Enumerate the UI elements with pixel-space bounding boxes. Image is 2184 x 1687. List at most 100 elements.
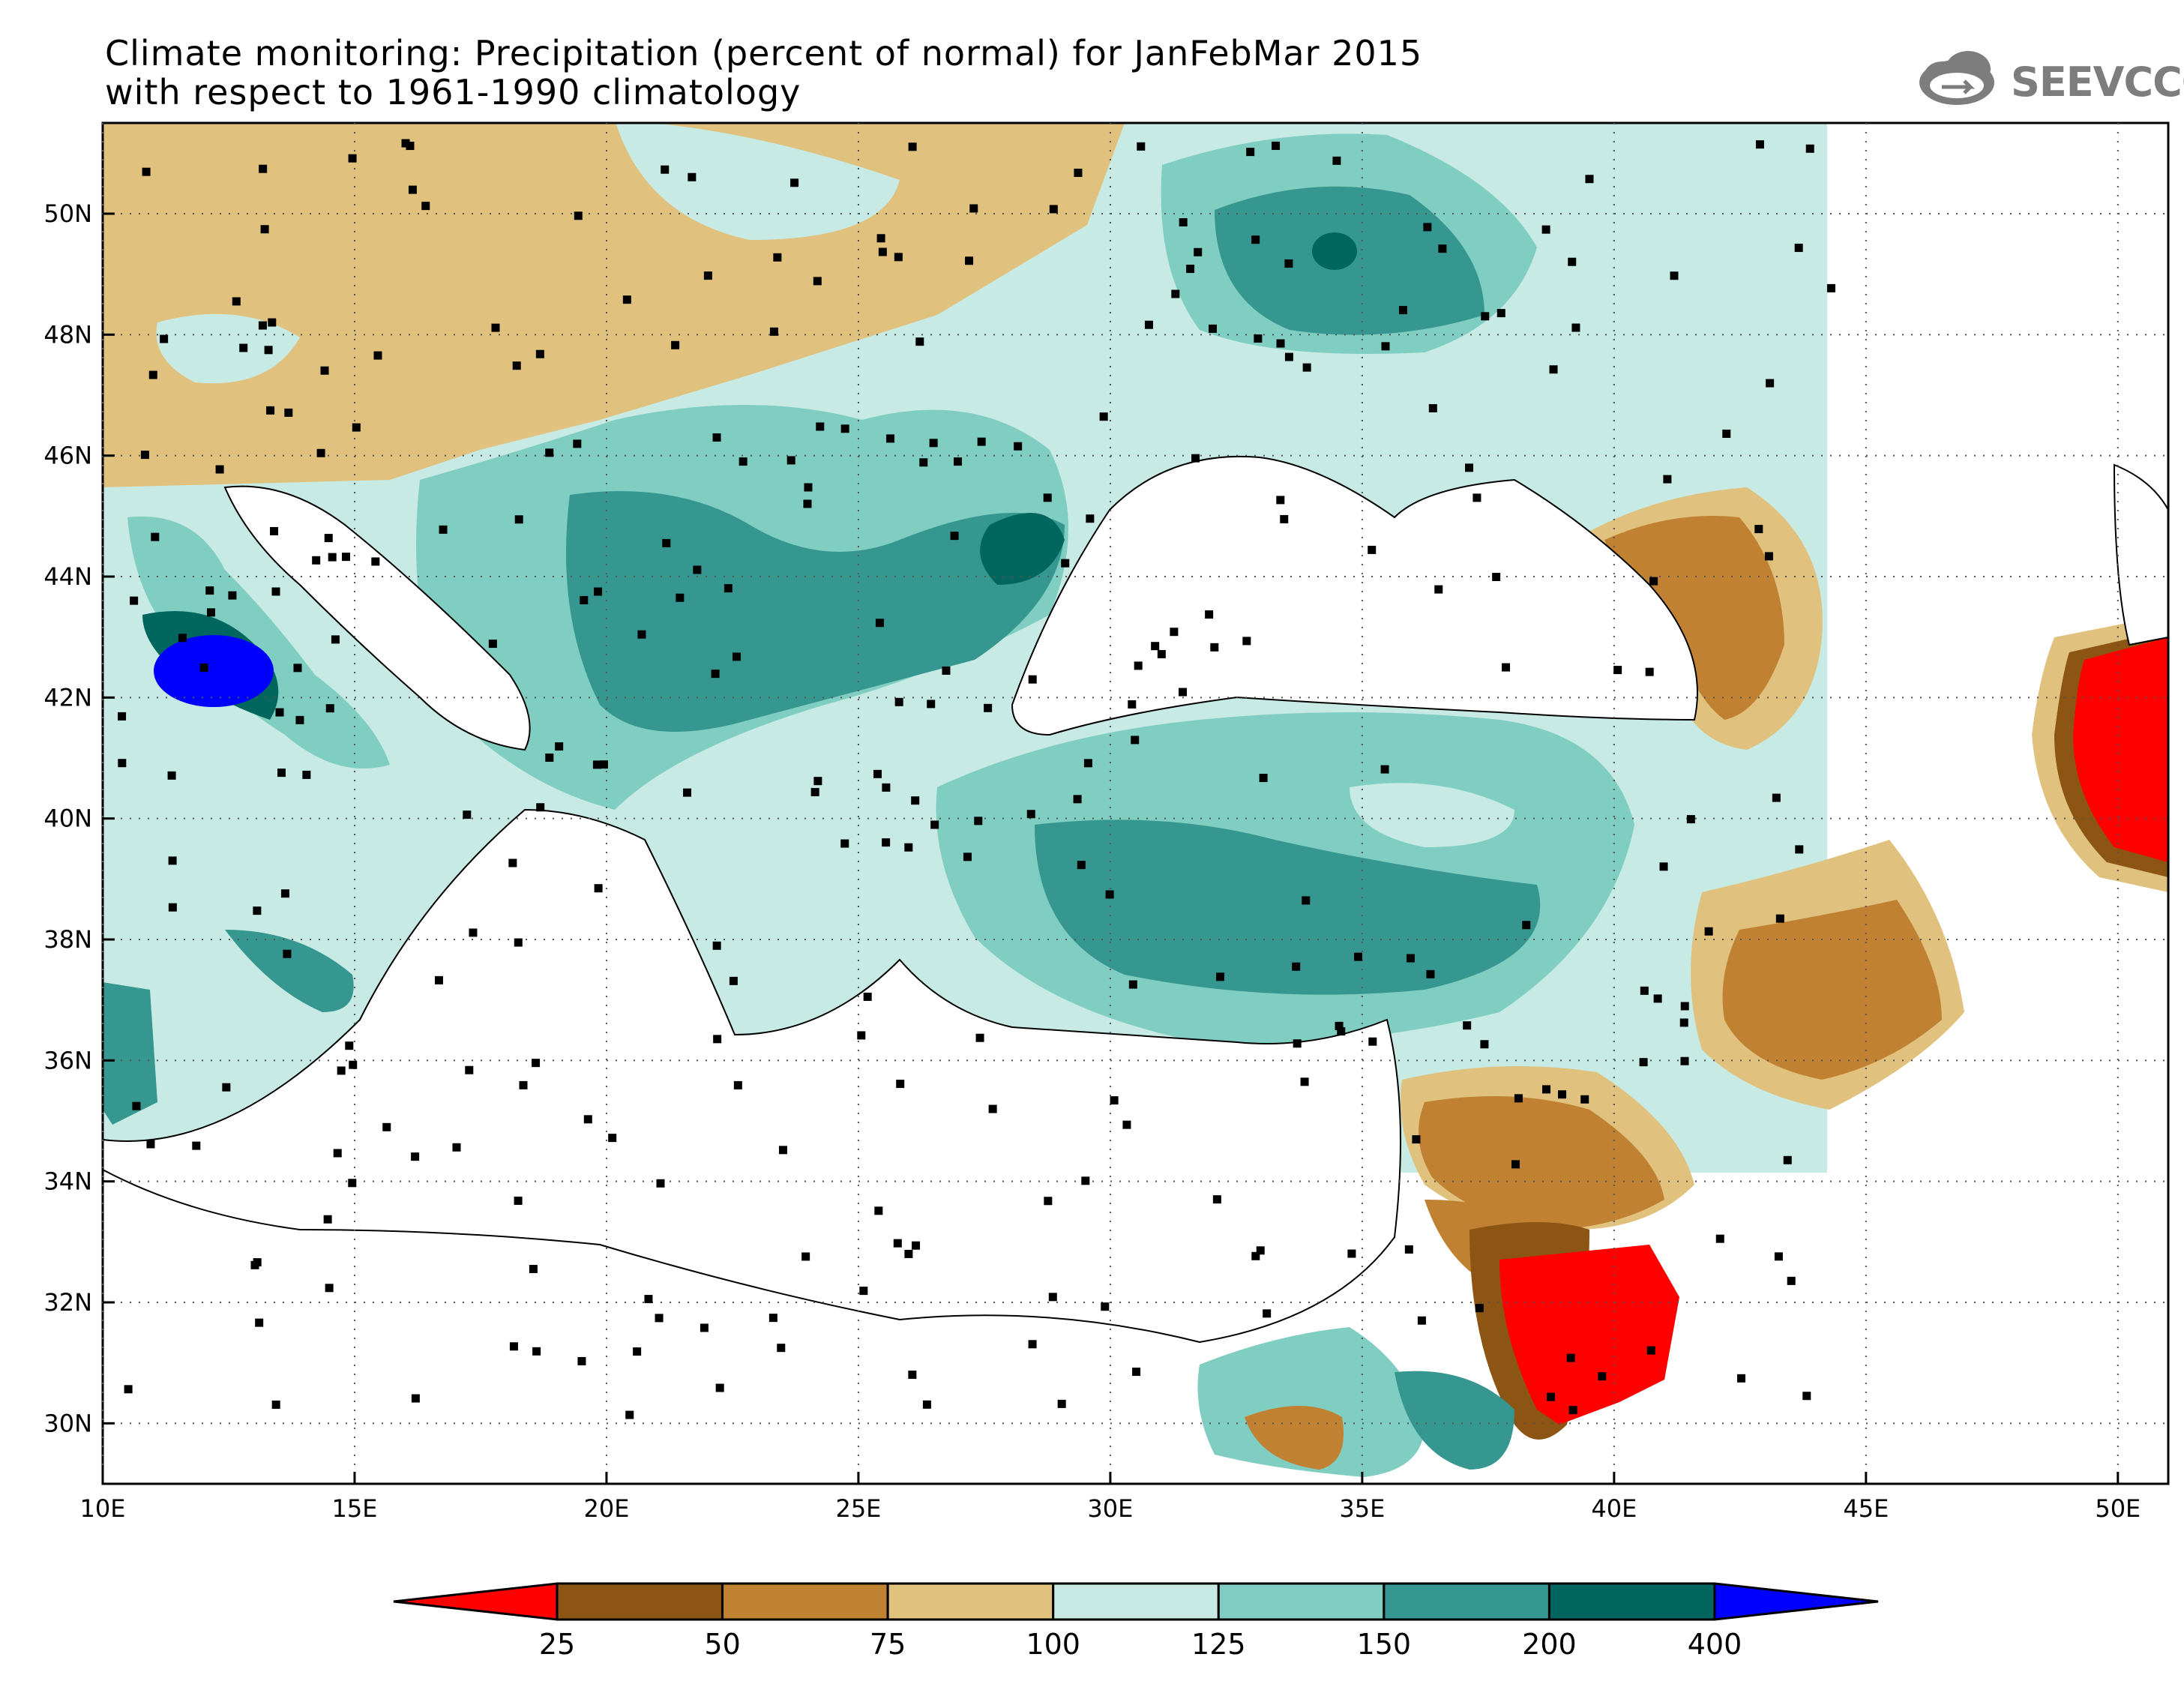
caspian-sea bbox=[2113, 463, 2169, 646]
station-marker bbox=[555, 742, 564, 751]
station-marker bbox=[529, 1265, 538, 1274]
lat-tick-label: 34N bbox=[43, 1167, 92, 1196]
station-marker bbox=[406, 142, 415, 151]
station-marker bbox=[954, 457, 963, 466]
station-marker bbox=[268, 318, 277, 327]
station-marker bbox=[284, 408, 293, 417]
station-marker bbox=[1210, 643, 1219, 652]
station-marker bbox=[1438, 244, 1447, 253]
grid-lines bbox=[102, 123, 2168, 1484]
plot-frame bbox=[101, 121, 2170, 1485]
lat-tick-label: 46N bbox=[43, 442, 92, 470]
station-marker bbox=[1337, 1027, 1346, 1036]
station-marker bbox=[768, 1314, 777, 1323]
station-marker bbox=[1137, 142, 1146, 151]
station-marker bbox=[573, 439, 582, 448]
colorbar-label: 125 bbox=[1191, 1628, 1246, 1661]
station-marker bbox=[886, 434, 895, 443]
map-title: Climate monitoring: Precipitation (perce… bbox=[105, 33, 1423, 73]
station-marker bbox=[773, 253, 782, 262]
station-marker bbox=[1481, 312, 1490, 321]
station-marker bbox=[1263, 1309, 1272, 1318]
station-marker bbox=[1194, 247, 1203, 256]
station-marker bbox=[803, 499, 812, 508]
station-marker bbox=[1368, 545, 1377, 554]
station-marker bbox=[536, 803, 545, 812]
station-marker bbox=[974, 817, 983, 826]
station-marker bbox=[908, 1371, 917, 1380]
station-marker bbox=[700, 1323, 709, 1332]
station-marker bbox=[545, 448, 554, 457]
station-marker bbox=[977, 437, 986, 446]
station-marker bbox=[1646, 1346, 1655, 1355]
station-marker bbox=[469, 928, 478, 937]
station-marker bbox=[863, 992, 872, 1001]
station-marker bbox=[508, 858, 517, 867]
station-marker bbox=[1049, 205, 1058, 214]
station-marker bbox=[1151, 642, 1160, 651]
colorbar-segment bbox=[1383, 1582, 1550, 1621]
station-marker bbox=[258, 321, 267, 330]
station-marker bbox=[132, 1101, 141, 1110]
station-marker bbox=[341, 553, 350, 562]
station-marker bbox=[1256, 1246, 1265, 1255]
station-marker bbox=[1480, 1040, 1489, 1049]
station-marker bbox=[168, 903, 177, 912]
station-marker bbox=[929, 439, 938, 448]
station-marker bbox=[1101, 1302, 1110, 1311]
station-marker bbox=[373, 351, 382, 360]
station-marker bbox=[302, 770, 311, 779]
station-marker bbox=[1242, 637, 1251, 646]
station-marker bbox=[732, 652, 741, 661]
station-marker bbox=[1787, 1276, 1796, 1285]
station-marker bbox=[813, 777, 822, 786]
station-marker bbox=[250, 1260, 259, 1269]
colorbar-label: 150 bbox=[1357, 1628, 1412, 1661]
station-marker bbox=[271, 587, 280, 596]
station-marker bbox=[349, 1060, 358, 1069]
station-marker bbox=[142, 167, 151, 176]
station-marker bbox=[896, 1080, 905, 1089]
station-marker bbox=[348, 1179, 357, 1188]
station-marker bbox=[893, 1239, 902, 1248]
station-marker bbox=[840, 839, 849, 848]
station-marker bbox=[1645, 667, 1654, 676]
station-marker bbox=[545, 754, 554, 763]
station-marker bbox=[1254, 334, 1263, 343]
station-marker bbox=[160, 334, 169, 343]
station-marker bbox=[1558, 1090, 1567, 1099]
station-marker bbox=[1670, 271, 1679, 280]
station-marker bbox=[1580, 1095, 1589, 1104]
station-marker bbox=[293, 664, 302, 673]
station-marker bbox=[532, 1347, 541, 1356]
station-marker bbox=[1170, 628, 1179, 637]
lon-tick-label: 35E bbox=[1339, 1494, 1385, 1523]
colorbar-label: 100 bbox=[1026, 1628, 1080, 1661]
station-marker bbox=[729, 976, 738, 985]
colorbar-segment bbox=[556, 1582, 724, 1621]
station-marker bbox=[509, 1342, 518, 1351]
station-marker bbox=[325, 1284, 334, 1293]
station-marker bbox=[352, 423, 361, 432]
station-marker bbox=[228, 591, 237, 600]
colorbar-segment bbox=[886, 1582, 1055, 1621]
station-marker bbox=[1057, 1399, 1066, 1408]
station-marker bbox=[519, 1080, 528, 1089]
station-marker bbox=[859, 1287, 868, 1296]
station-marker bbox=[259, 164, 268, 173]
lat-tick-label: 30N bbox=[43, 1409, 92, 1437]
station-marker bbox=[1061, 559, 1070, 568]
station-marker bbox=[1659, 862, 1668, 871]
station-marker bbox=[874, 1206, 883, 1215]
station-marker bbox=[1354, 952, 1363, 961]
station-marker bbox=[804, 483, 813, 492]
station-marker bbox=[146, 1140, 155, 1149]
station-marker bbox=[1522, 921, 1531, 930]
station-marker bbox=[514, 938, 523, 947]
station-marker bbox=[421, 202, 430, 211]
station-marker bbox=[1335, 1021, 1344, 1030]
station-marker bbox=[1542, 1085, 1551, 1094]
station-marker bbox=[411, 1152, 420, 1161]
station-marker bbox=[975, 1033, 984, 1042]
station-marker bbox=[1663, 475, 1672, 484]
